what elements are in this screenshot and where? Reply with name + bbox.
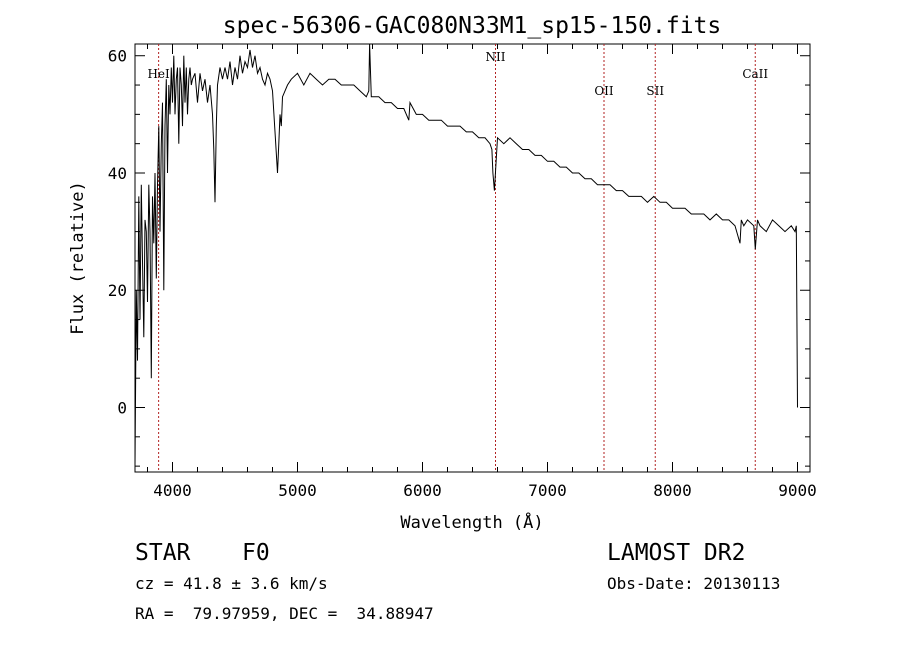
line-marker-label: OII bbox=[594, 84, 614, 98]
x-axis-label: Wavelength (Å) bbox=[400, 511, 543, 533]
coordinates: RA = 79.97959, DEC = 34.88947 bbox=[135, 604, 434, 623]
x-tick-label: 5000 bbox=[278, 481, 317, 500]
spectrum-line bbox=[134, 43, 798, 467]
line-marker-label: CaII bbox=[742, 67, 768, 81]
y-tick-label: 40 bbox=[108, 164, 127, 183]
y-tick-label: 0 bbox=[117, 399, 127, 418]
object-class: STAR bbox=[135, 540, 191, 566]
line-marker-label: NII bbox=[486, 50, 506, 64]
y-tick-label: 20 bbox=[108, 281, 127, 300]
redshift-value: cz = 41.8 ± 3.6 km/s bbox=[135, 574, 328, 593]
line-markers: HeI NII OII SII CaII bbox=[147, 44, 768, 472]
x-tick-label: 8000 bbox=[653, 481, 692, 500]
survey-name: LAMOST DR2 bbox=[607, 540, 746, 566]
x-tick-label: 4000 bbox=[153, 481, 192, 500]
plot-frame bbox=[134, 43, 811, 473]
obs-date: Obs-Date: 20130113 bbox=[607, 574, 781, 593]
x-tick-label: 9000 bbox=[778, 481, 817, 500]
line-marker-label: SII bbox=[646, 84, 664, 98]
chart-title: spec-56306-GAC080N33M1_sp15-150.fits bbox=[223, 13, 722, 39]
axis-ticks: 4000 5000 6000 7000 8000 9000 0 20 40 60 bbox=[108, 44, 817, 500]
spectral-subclass: F0 bbox=[242, 540, 270, 566]
y-tick-label: 60 bbox=[108, 47, 127, 66]
x-tick-label: 6000 bbox=[403, 481, 442, 500]
y-axis-label: Flux (relative) bbox=[68, 181, 88, 335]
line-marker-label: HeI bbox=[147, 67, 170, 81]
x-tick-label: 7000 bbox=[528, 481, 567, 500]
